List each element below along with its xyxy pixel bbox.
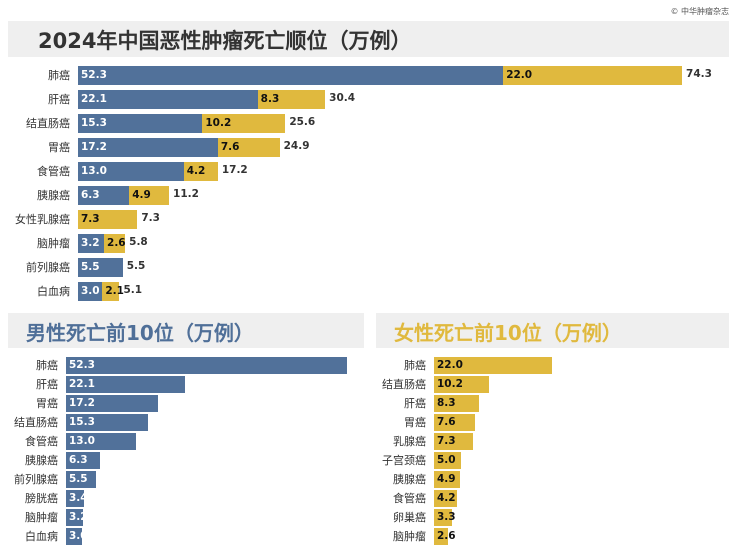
male-category-label: 前列腺癌 — [14, 473, 58, 486]
female-bar: 4.2 — [183, 161, 218, 181]
female-bar: 5.0 — [434, 451, 461, 469]
male-category-label: 胰腺癌 — [25, 454, 58, 467]
female-bar: 8.3 — [434, 394, 479, 412]
total-label: 11.2 — [173, 188, 199, 200]
male-title-bar: 男性死亡前10位（万例） — [8, 313, 364, 348]
female-bar: 22.0 — [503, 65, 683, 85]
female-bar: 22.0 — [434, 356, 553, 374]
female-category-label: 食管癌 — [393, 492, 426, 505]
female-bar: 7.3 — [434, 432, 474, 450]
female-bar: 2.6 — [434, 527, 456, 545]
main-title: 2024年中国恶性肿瘤死亡顺位（万例） — [38, 29, 412, 53]
total-label: 5.5 — [126, 260, 146, 272]
total-label: 7.3 — [141, 212, 160, 224]
male-category-label: 白血病 — [25, 530, 58, 543]
male-bar: 13.0 — [78, 161, 184, 181]
female-category-label: 子宫颈癌 — [382, 454, 426, 467]
male-bar: 52.3 — [78, 65, 504, 85]
male-bar: 3.0 — [66, 527, 88, 545]
female-category-label: 乳腺癌 — [393, 435, 426, 448]
female-category-label: 肺癌 — [404, 359, 426, 372]
male-category-label: 肺癌 — [36, 359, 58, 372]
female-title: 女性死亡前10位（万例） — [394, 321, 622, 345]
total-label: 25.6 — [289, 116, 316, 128]
category-label: 食管癌 — [37, 165, 70, 178]
female-category-label: 脑肿瘤 — [393, 530, 426, 543]
female-category-label: 胃癌 — [404, 416, 426, 429]
category-label: 脑肿瘤 — [37, 237, 70, 250]
total-label: 5.8 — [129, 236, 148, 248]
male-bar: 3.2 — [78, 233, 105, 253]
category-label: 白血病 — [37, 285, 70, 298]
male-category-label: 肝癌 — [36, 378, 58, 391]
category-label: 前列腺癌 — [26, 261, 70, 274]
male-bar: 3.2 — [66, 508, 88, 526]
category-label: 女性乳腺癌 — [15, 213, 70, 226]
female-bar: 10.2 — [434, 375, 489, 393]
female-bar: 7.6 — [434, 413, 475, 431]
male-bar: 6.3 — [78, 185, 130, 205]
female-bar: 7.3 — [78, 209, 138, 229]
male-bar: 22.1 — [78, 89, 258, 109]
female-bar: 4.9 — [129, 185, 170, 205]
male-category-label: 脑肿瘤 — [25, 511, 58, 524]
male-category-label: 结直肠癌 — [14, 416, 58, 429]
total-label: 24.9 — [283, 140, 310, 152]
male-bar: 15.3 — [78, 113, 203, 133]
female-bar: 7.6 — [217, 137, 280, 157]
female-bar: 4.2 — [434, 489, 457, 507]
male-bar: 52.3 — [66, 356, 347, 374]
female-bar: 2.6 — [104, 233, 126, 253]
male-bar: 3.4 — [66, 489, 88, 507]
male-title: 男性死亡前10位（万例） — [26, 321, 254, 345]
female-category-label: 结直肠癌 — [382, 378, 426, 391]
female-bar: 4.9 — [434, 470, 461, 488]
female-category-label: 肝癌 — [404, 397, 426, 410]
male-bar: 5.5 — [78, 257, 123, 277]
female-bar: 8.3 — [257, 89, 326, 109]
male-category-label: 食管癌 — [25, 435, 58, 448]
male-bar: 17.2 — [78, 137, 218, 157]
category-label: 胃癌 — [48, 141, 70, 154]
male-bar: 15.3 — [66, 413, 149, 431]
male-category-label: 膀胱癌 — [25, 492, 58, 505]
total-label: 74.3 — [686, 68, 712, 80]
total-label: 17.2 — [221, 164, 248, 176]
male-bar: 6.3 — [66, 451, 100, 469]
total-label: 5.1 — [123, 284, 143, 296]
male-bar: 22.1 — [66, 375, 185, 393]
female-category-label: 胰腺癌 — [393, 473, 426, 486]
male-bar: 3.0 — [78, 281, 103, 301]
female-title-bar: 女性死亡前10位（万例） — [376, 313, 729, 348]
male-category-label: 胃癌 — [36, 397, 58, 410]
category-label: 肝癌 — [48, 93, 70, 106]
category-label: 胰腺癌 — [37, 189, 70, 202]
male-bar: 17.2 — [66, 394, 159, 412]
category-label: 肺癌 — [48, 69, 70, 82]
female-bar: 2.1 — [102, 281, 124, 301]
female-bar: 10.2 — [202, 113, 286, 133]
category-label: 结直肠癌 — [26, 117, 70, 130]
male-bar: 5.5 — [66, 470, 96, 488]
main-title-bar: 2024年中国恶性肿瘤死亡顺位（万例） — [8, 21, 729, 57]
credit: © 中华肿瘤杂志 — [670, 7, 729, 16]
female-bar: 3.3 — [434, 508, 456, 526]
female-category-label: 卵巢癌 — [393, 511, 426, 524]
male-bar: 13.0 — [66, 432, 136, 450]
total-label: 30.4 — [329, 92, 356, 104]
